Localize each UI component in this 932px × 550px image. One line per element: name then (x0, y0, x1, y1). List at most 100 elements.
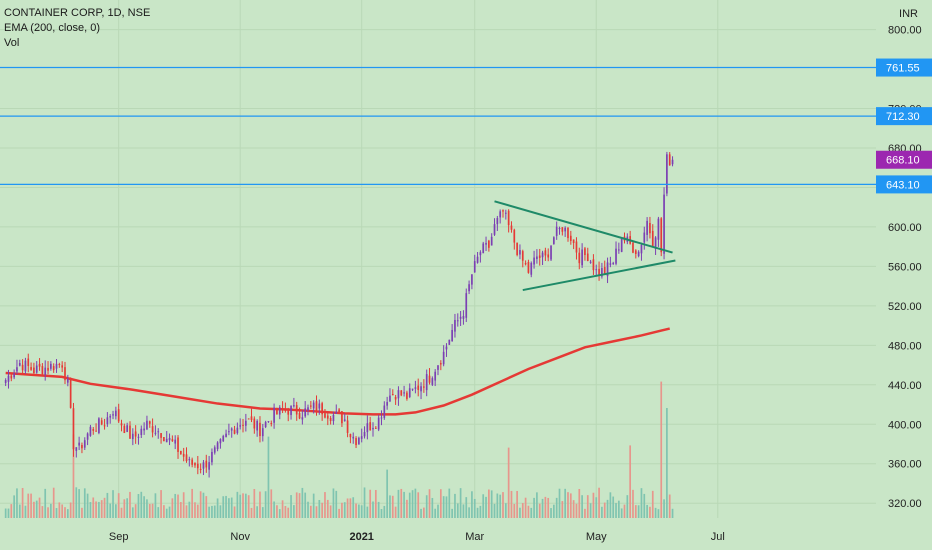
candle (609, 263, 612, 265)
candle (301, 417, 304, 420)
symbol-title[interactable]: CONTAINER CORP, 1D, NSE (4, 7, 151, 19)
candle (493, 224, 496, 235)
trendlines[interactable] (494, 200, 676, 292)
volume-bar (533, 497, 535, 518)
candle (131, 433, 134, 440)
volume-bar (654, 507, 657, 518)
candle (468, 284, 470, 292)
last-price-label: 668.10 (886, 155, 920, 167)
candle (148, 421, 151, 424)
x-tick-label: Nov (230, 531, 250, 543)
volume-bar (242, 493, 244, 518)
volume-bar (640, 488, 643, 518)
volume-bar (668, 494, 671, 518)
volume-bar (666, 408, 668, 518)
volume-bar (586, 495, 589, 518)
time-axis[interactable]: Sep Nov 2021 Mar May Jul (109, 531, 725, 543)
candles (4, 151, 674, 478)
volume-bar (18, 504, 21, 518)
candle (513, 229, 516, 243)
candle (208, 462, 210, 470)
candle (216, 442, 219, 450)
horizontal-lines[interactable] (0, 66, 876, 186)
candle (533, 257, 535, 265)
volume-bar (188, 501, 191, 518)
volume-bar (247, 495, 250, 518)
volume-bar (163, 505, 165, 518)
candle (541, 252, 544, 258)
volume-bar (117, 493, 120, 518)
candle (592, 259, 595, 271)
volume-bar (225, 495, 227, 518)
candle (473, 261, 476, 273)
volume-bar (663, 499, 665, 518)
candle (120, 423, 123, 426)
candle (140, 428, 143, 435)
volume-indicator-label[interactable]: Vol (4, 37, 20, 49)
volume-bar (131, 507, 134, 518)
candle (527, 261, 530, 273)
candle (52, 366, 55, 371)
price-badge (876, 175, 932, 194)
volume-bar (346, 498, 349, 518)
volume-bar (439, 489, 442, 518)
candle (41, 366, 44, 375)
volume-bar (538, 503, 541, 518)
candle (250, 416, 253, 421)
volume-bar (377, 501, 380, 518)
price-axis[interactable]: 320.00 360.00 400.00 440.00 480.00 520.00 560.… (876, 25, 932, 511)
volume-bar (496, 493, 499, 518)
volume-bar (33, 501, 35, 518)
volume-bar (626, 495, 629, 518)
candle (564, 227, 567, 232)
volume-bar (16, 488, 18, 518)
volume-bar (304, 492, 307, 518)
candle (555, 226, 558, 236)
volume-bar (264, 491, 267, 518)
candle (391, 393, 394, 396)
candle (160, 433, 162, 438)
candle (86, 433, 89, 440)
volume-bar (21, 487, 24, 518)
volume-bar (261, 507, 264, 518)
volume-bar (569, 493, 572, 518)
candle (516, 242, 518, 255)
candle (586, 253, 589, 261)
volume-bar (468, 507, 470, 518)
volume-bar (301, 487, 304, 518)
candle (13, 373, 15, 378)
ema-indicator-label[interactable]: EMA (200, close, 0) (4, 22, 100, 34)
volume-bar (134, 504, 137, 518)
volume-bar (216, 498, 219, 518)
ema-line (5, 327, 670, 416)
candle (456, 320, 459, 322)
volume-bar (620, 508, 623, 518)
candle (134, 431, 137, 437)
candle (16, 367, 18, 372)
volume-bar (267, 436, 270, 518)
volume-bar (547, 497, 550, 518)
candle (649, 222, 651, 234)
candle (618, 249, 620, 251)
candle (428, 375, 431, 383)
candle (380, 417, 383, 419)
volume-bar (637, 505, 640, 518)
y-tick-label: 320.00 (888, 498, 922, 510)
volume-bar (521, 503, 524, 518)
volume-bar (465, 497, 468, 518)
candle (146, 420, 148, 430)
volume-bar (445, 496, 448, 518)
volume-bar (553, 504, 555, 518)
volume-bar (10, 504, 13, 518)
candle (228, 431, 230, 433)
candle (488, 240, 490, 248)
volume-bar (284, 505, 287, 518)
volume-bar (369, 489, 372, 518)
volume-bar (180, 502, 182, 518)
volume-bar (199, 491, 202, 518)
volume-bar (575, 503, 578, 518)
candle (290, 406, 292, 416)
candle (295, 405, 298, 415)
candle (329, 417, 332, 422)
